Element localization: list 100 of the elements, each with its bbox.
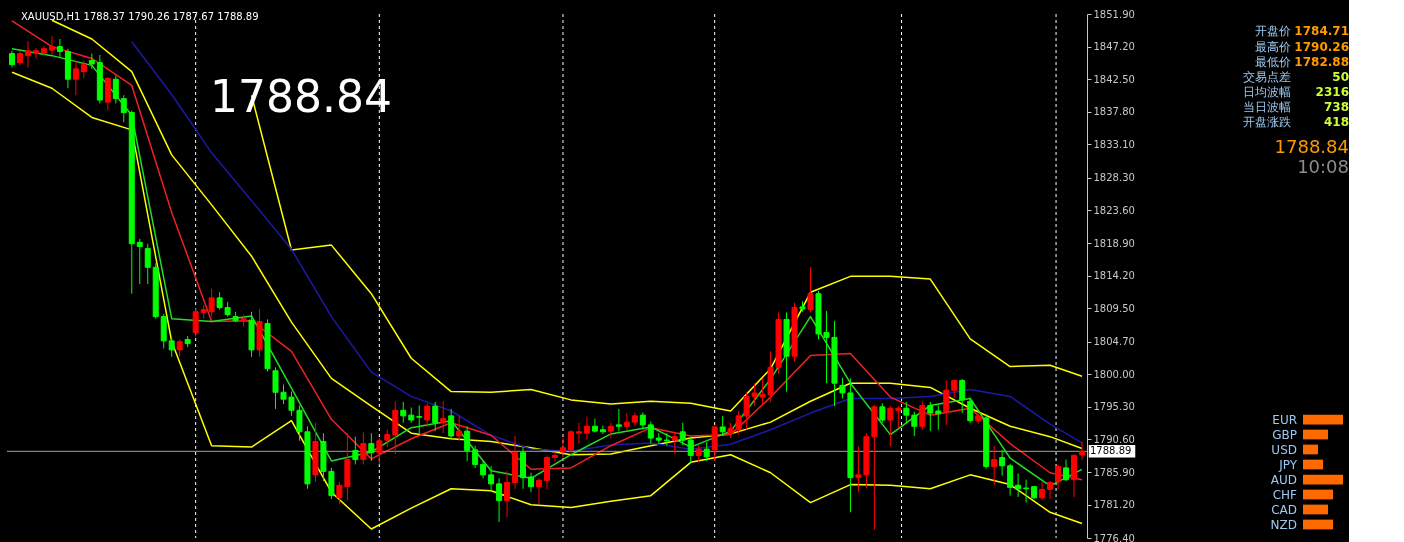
candlestick [927,401,934,432]
candlestick [623,412,630,431]
y-tick-label: NZD [1270,517,1297,532]
candlestick [120,94,127,123]
candlestick [528,472,535,493]
y-tick-label: 1851.90 [1093,8,1135,20]
candlestick [559,437,566,458]
candlestick [72,60,79,96]
bar [1303,504,1328,515]
candlestick [967,397,974,424]
y-tick-label: 1837.80 [1093,106,1135,118]
text: 最低价 [1255,55,1291,69]
y-tick-label: CHF [1272,487,1298,502]
bar [1303,489,1333,500]
candlestick [368,432,375,462]
text: 开盘涨跌 [1243,115,1291,129]
candlestick [607,422,614,439]
y-tick-label: USD [1271,442,1297,457]
candlestick [583,416,590,440]
candlestick [24,40,31,68]
candlestick [536,477,543,505]
candlestick [935,404,942,431]
candlestick [416,404,423,434]
y-tick-label: 1800.00 [1093,368,1135,380]
candlestick [911,411,918,437]
candlestick [376,437,383,465]
bar [1303,429,1328,440]
bar [1303,519,1333,530]
candlestick [504,470,511,518]
candlestick [88,53,95,70]
candlestick [488,465,495,493]
candlestick [575,422,582,445]
candlestick [448,408,455,440]
candlestick [352,436,359,465]
chart-title: XAUUSD,H1 1788.37 1790.26 1787.67 1788.89 [21,11,259,22]
text: 当日波幅 [1243,100,1291,114]
y-tick-label: 1809.50 [1093,302,1135,314]
candlestick [719,415,726,437]
y-tick-label: 1785.90 [1093,466,1135,478]
text: 1790.26 [1294,40,1349,54]
text: 1782.88 [1294,55,1349,69]
y-tick-label: EUR [1272,412,1297,427]
candlestick [1047,480,1054,500]
candlestick [807,266,814,313]
candlestick [1007,463,1014,497]
candlestick [1039,481,1046,501]
text: 50 [1332,70,1349,84]
candlestick [703,441,710,462]
candlestick [567,429,574,455]
y-tick-label: 1847.20 [1093,41,1135,53]
y-tick-label: 1833.10 [1093,138,1135,150]
candlestick [647,420,654,445]
text: 最高价 [1255,40,1291,54]
candlestick [615,408,622,432]
candlestick [112,75,119,105]
bar [1303,414,1343,425]
y-tick-label: AUD [1270,472,1297,487]
candlestick [464,425,471,462]
candlestick [591,418,598,434]
text: 日均波幅 [1243,85,1291,99]
y-tick-label: 1814.20 [1093,270,1135,282]
candlestick [544,454,550,490]
candlestick [671,432,678,455]
candlestick [1063,459,1070,482]
candlestick [56,38,63,59]
text: 1788.84 [1274,136,1349,157]
y-tick-label: 1823.60 [1093,204,1135,216]
text: 开盘价 [1255,24,1291,38]
candlestick [679,422,686,446]
candlestick [1055,463,1062,490]
candlestick [943,379,950,426]
ref-line-label: 1788.89 [1090,445,1132,457]
text: 交易点差 [1243,70,1291,84]
text: 738 [1323,100,1349,114]
candlestick [959,378,966,414]
candlestick [1015,472,1022,498]
candlestick [496,477,503,523]
annotation: 1788.84 [210,71,392,122]
candlestick [991,445,998,486]
candlestick [687,436,694,464]
y-tick-label: 1795.30 [1093,401,1135,413]
y-tick-label: 1828.30 [1093,172,1135,184]
candlestick [879,402,886,424]
candlestick [551,451,558,462]
y-tick-label: CAD [1271,502,1297,517]
bar [1303,474,1343,485]
candlestick [168,336,175,358]
candlestick [1079,441,1085,461]
candlestick [144,243,151,285]
candlestick [136,238,143,285]
y-tick-label: GBP [1272,427,1297,442]
candlestick [663,432,670,447]
candlestick [432,401,439,432]
text: 2316 [1315,85,1349,99]
y-tick-label: 1804.70 [1093,336,1135,348]
bar [1303,444,1318,455]
candlestick [48,35,55,56]
candlestick [80,60,87,79]
candlestick [999,449,1006,477]
candlestick [1023,479,1030,504]
